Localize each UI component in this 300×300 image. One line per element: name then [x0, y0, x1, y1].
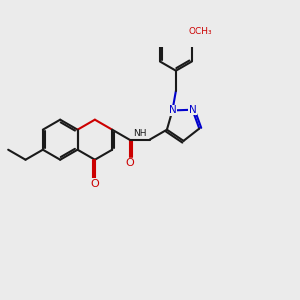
Text: O: O — [125, 158, 134, 168]
Text: N: N — [169, 105, 176, 116]
Text: NH: NH — [133, 129, 146, 138]
Text: OCH₃: OCH₃ — [188, 27, 212, 36]
Text: N: N — [189, 105, 196, 115]
Text: O: O — [91, 179, 99, 189]
